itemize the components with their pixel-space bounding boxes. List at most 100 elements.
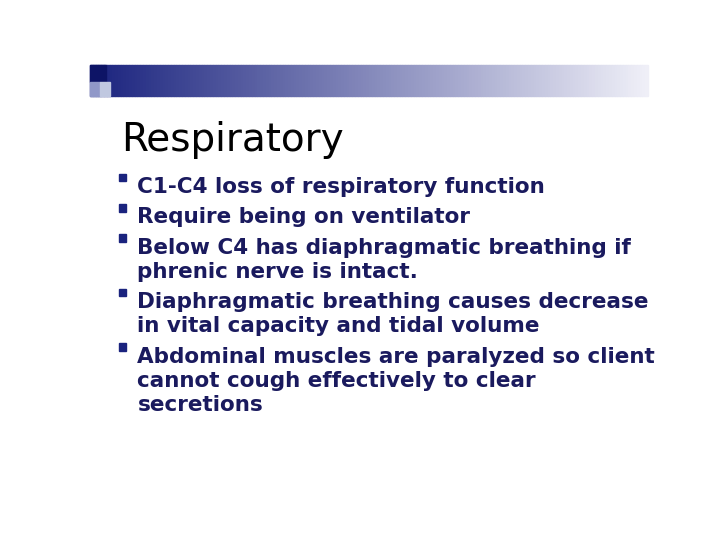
Bar	[243, 65, 246, 96]
Bar	[637, 65, 639, 96]
Bar	[508, 65, 511, 96]
Bar	[380, 65, 383, 96]
Bar	[386, 65, 389, 96]
Bar	[436, 65, 438, 96]
Bar	[190, 65, 193, 96]
Bar	[495, 65, 498, 96]
Bar	[112, 65, 115, 96]
Bar	[545, 65, 547, 96]
Bar	[587, 65, 590, 96]
Bar	[520, 65, 523, 96]
Bar	[166, 65, 168, 96]
Bar	[433, 65, 436, 96]
Bar	[90, 82, 100, 96]
Bar	[129, 65, 132, 96]
Bar	[341, 65, 344, 96]
Bar	[100, 82, 110, 96]
Bar	[584, 65, 587, 96]
Bar	[258, 65, 260, 96]
Bar	[221, 65, 224, 96]
Bar	[115, 65, 118, 96]
Bar	[263, 65, 266, 96]
Bar	[364, 65, 366, 96]
Bar	[500, 65, 503, 96]
Bar	[438, 65, 441, 96]
Bar	[104, 65, 107, 96]
Bar	[547, 65, 550, 96]
Bar	[459, 65, 461, 96]
Bar	[534, 65, 536, 96]
Bar	[352, 65, 355, 96]
Bar	[160, 65, 163, 96]
Bar	[224, 65, 227, 96]
Bar	[324, 65, 327, 96]
Text: Require being on ventilator: Require being on ventilator	[138, 207, 470, 227]
Bar	[188, 65, 190, 96]
Bar	[307, 65, 310, 96]
Bar	[291, 65, 294, 96]
Bar	[218, 65, 221, 96]
Bar	[135, 65, 138, 96]
Bar	[478, 65, 481, 96]
Bar	[392, 65, 394, 96]
Bar	[408, 65, 411, 96]
Bar	[121, 65, 124, 96]
Bar	[550, 65, 553, 96]
Bar	[372, 65, 374, 96]
Bar	[347, 65, 349, 96]
Bar	[416, 65, 419, 96]
Bar	[118, 65, 121, 96]
Bar	[428, 65, 431, 96]
Bar	[489, 65, 492, 96]
Bar	[553, 65, 556, 96]
Bar	[344, 65, 347, 96]
Bar	[185, 65, 188, 96]
Bar	[249, 65, 252, 96]
Bar	[140, 65, 143, 96]
Bar	[570, 65, 572, 96]
Bar	[564, 65, 567, 96]
Bar	[202, 65, 204, 96]
Bar	[526, 65, 528, 96]
Bar	[578, 65, 581, 96]
Bar	[562, 65, 564, 96]
Bar	[176, 65, 179, 96]
Bar	[126, 65, 129, 96]
Bar	[461, 65, 464, 96]
Bar	[246, 65, 249, 96]
Bar	[132, 65, 135, 96]
Bar	[556, 65, 559, 96]
Bar	[107, 65, 109, 96]
Bar	[109, 65, 112, 96]
Bar	[233, 65, 235, 96]
Bar	[397, 65, 400, 96]
Bar	[377, 65, 380, 96]
Bar	[361, 65, 364, 96]
Bar	[96, 65, 99, 96]
Bar	[567, 65, 570, 96]
Bar	[294, 65, 297, 96]
Bar	[119, 289, 126, 296]
Bar	[358, 65, 361, 96]
Bar	[238, 65, 240, 96]
Bar	[215, 65, 218, 96]
Bar	[612, 65, 615, 96]
Bar	[240, 65, 243, 96]
Bar	[472, 65, 475, 96]
Bar	[617, 65, 620, 96]
Bar	[539, 65, 542, 96]
Bar	[171, 65, 174, 96]
Bar	[288, 65, 291, 96]
Bar	[199, 65, 202, 96]
Bar	[93, 65, 96, 96]
Bar	[119, 174, 126, 181]
Bar	[503, 65, 505, 96]
Text: Abdominal muscles are paralyzed so client: Abdominal muscles are paralyzed so clien…	[138, 347, 655, 367]
Bar	[603, 65, 606, 96]
Bar	[600, 65, 603, 96]
Bar	[642, 65, 645, 96]
Bar	[498, 65, 500, 96]
Bar	[411, 65, 413, 96]
Text: Diaphragmatic breathing causes decrease: Diaphragmatic breathing causes decrease	[138, 292, 649, 312]
Bar	[300, 65, 302, 96]
